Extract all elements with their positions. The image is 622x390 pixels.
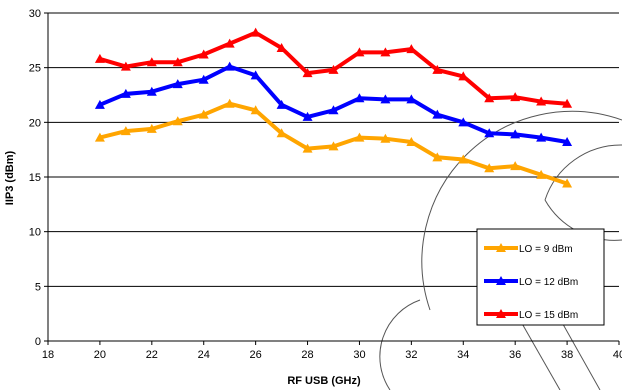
x-tick-label: 36 [509,349,521,361]
data-point [562,137,573,147]
data-point [250,105,261,115]
data-point [432,152,443,162]
data-point [198,109,209,119]
data-point [406,44,417,54]
data-point [484,93,495,103]
data-point [458,71,469,81]
data-point [380,133,391,143]
data-point [120,88,131,98]
data-point [198,49,209,59]
data-point [146,57,157,67]
data-point [172,79,183,89]
y-tick-label: 30 [29,8,41,20]
x-tick-label: 30 [353,349,365,361]
data-point [328,64,339,74]
legend-swatch-marker [496,309,506,318]
x-tick-label: 20 [94,349,106,361]
data-point [302,111,313,121]
data-point [94,132,105,142]
data-point [94,53,105,63]
data-point [250,70,261,80]
data-point [224,61,235,71]
data-point [120,61,131,71]
x-tick-label: 24 [198,349,210,361]
y-axis-title: IIP3 (dBm) [4,150,16,205]
series-3 [94,27,573,108]
data-point [536,96,547,106]
data-point [224,98,235,108]
data-point [276,99,287,109]
data-point [510,129,521,139]
data-point [406,94,417,104]
x-tick-label: 22 [146,349,158,361]
x-tick-label: 18 [42,349,54,361]
legend-swatch-marker [496,243,506,252]
data-point [458,117,469,127]
data-point [146,123,157,133]
legend: LO = 9 dBm LO = 12 dBm LO = 15 dBm [476,228,605,326]
data-point [380,47,391,57]
data-point [406,137,417,147]
legend-box [476,228,605,326]
data-point [510,161,521,171]
data-point [458,154,469,164]
x-tick-labels: 18 20 22 24 26 28 30 32 34 36 38 40 [42,349,622,361]
data-point [276,42,287,52]
series-2 [94,61,573,147]
data-point [172,116,183,126]
data-point [536,132,547,142]
data-point [484,163,495,173]
series-1 [94,98,573,188]
y-tick-labels: 0 5 10 15 20 25 30 [29,8,41,348]
x-axis-title: RF USB (GHz) [287,375,361,387]
data-point [510,92,521,102]
data-point [172,57,183,67]
data-point [198,74,209,84]
x-tick-label: 38 [561,349,573,361]
legend-label: LO = 15 dBm [519,310,578,321]
y-tick-label: 0 [35,336,41,348]
x-tick-label: 32 [405,349,417,361]
data-point [354,132,365,142]
data-point [432,64,443,74]
data-point [380,94,391,104]
data-point [536,169,547,179]
y-tick-label: 10 [29,227,41,239]
data-point [432,109,443,119]
data-point [328,141,339,151]
data-point [120,126,131,136]
x-tick-label: 26 [250,349,262,361]
data-point [354,47,365,57]
data-point [562,98,573,108]
series-line [99,64,568,144]
legend-swatch-marker [496,276,506,285]
y-tick-label: 15 [29,172,41,184]
x-tick-label: 40 [613,349,622,361]
x-tick-label: 34 [457,349,469,361]
y-tick-label: 25 [29,63,41,75]
y-tick-label: 20 [29,117,41,129]
data-point [276,128,287,138]
legend-label: LO = 12 dBm [519,277,578,288]
data-point [146,86,157,96]
data-point [354,93,365,103]
axes [44,12,620,345]
data-point [562,178,573,188]
x-tick-label: 28 [301,349,313,361]
legend-label: LO = 9 dBm [519,244,573,255]
data-point [302,143,313,153]
series-lines [94,27,573,188]
data-point [250,27,261,37]
data-point [94,99,105,109]
y-tick-label: 5 [35,281,41,293]
data-point [328,105,339,115]
data-point [484,128,495,138]
data-point [224,38,235,48]
data-point [302,68,313,78]
